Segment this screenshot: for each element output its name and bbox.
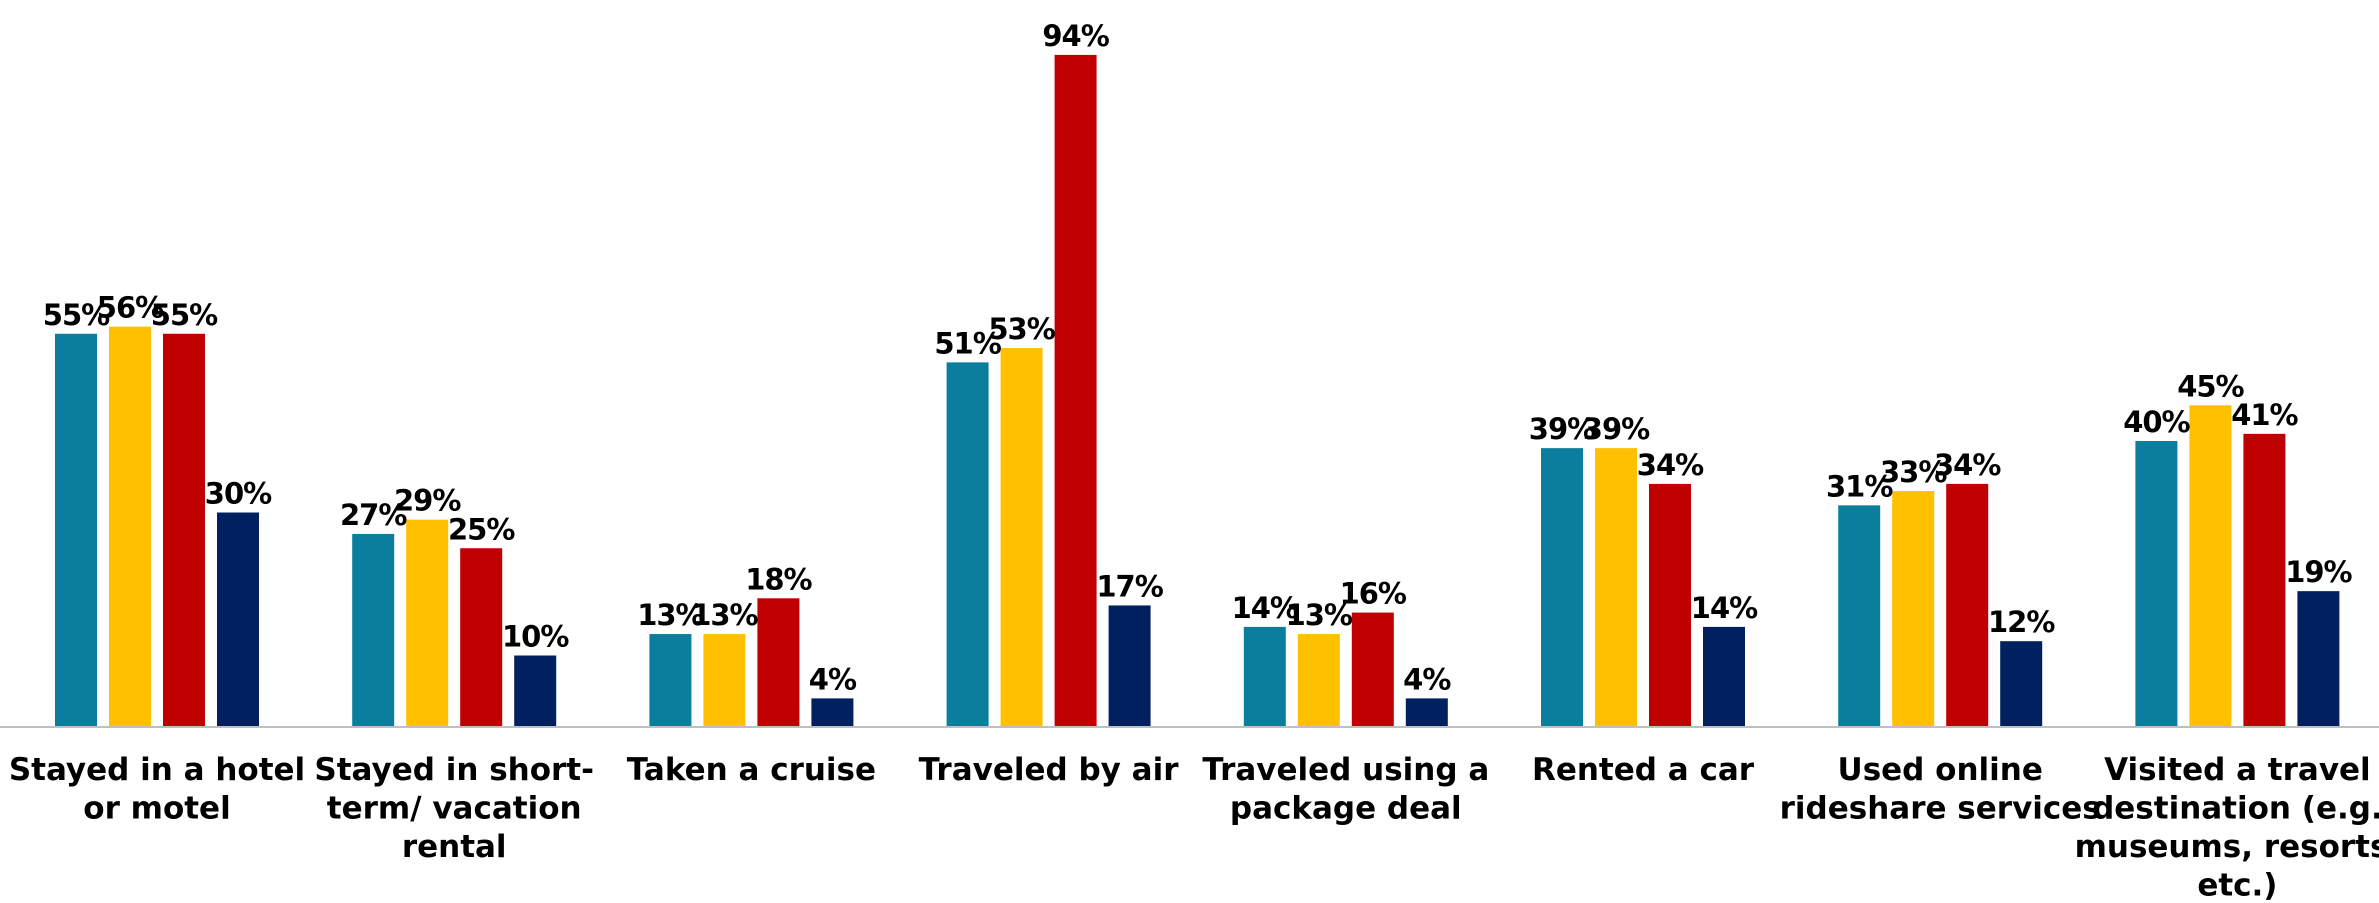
data-label-1-2: 25% [448,512,515,546]
bar-7-0 [2135,441,2178,727]
data-label-2-2: 18% [745,562,812,596]
category-label-6: Used online rideshare services [1780,752,2101,827]
bar-5-0 [1541,448,1583,727]
bar-4-1 [1297,634,1340,727]
category-label-line: Traveled using a [1202,752,1489,788]
bar-5-2 [1649,483,1691,727]
bar-1-2 [460,548,503,727]
data-label-6-2: 34% [1934,448,2001,482]
bar-0-1 [109,326,151,727]
data-label-1-3: 10% [502,620,569,654]
category-label-line: museums, resorts, [2075,829,2379,865]
data-label-7-2: 41% [2231,398,2298,432]
bar-3-2 [1054,54,1097,727]
category-label-line: Visited a travel [2104,752,2371,788]
category-label-7: Visited a travel destination (e.g. museums… [2075,752,2379,903]
data-label-7-0: 40% [2123,405,2190,439]
category-label-line: etc.) [2197,868,2277,903]
category-label-4: Traveled using a package deal [1202,752,1489,827]
bar-6-1 [1892,491,1935,727]
data-label-4-2: 16% [1340,577,1407,611]
category-label-line: Stayed in short- [314,752,594,788]
bar-2-3 [811,698,854,727]
bar-3-3 [1108,605,1151,727]
data-label-2-3: 4% [809,662,857,696]
bar-3-1 [1000,348,1043,727]
category-label-line: Traveled by air [919,752,1180,788]
category-label-line: Taken a cruise [627,752,876,788]
bar-1-0 [352,533,395,727]
bar-2-1 [703,634,746,727]
bar-5-3 [1703,626,1745,727]
data-label-2-1: 13% [691,598,758,632]
data-label-1-0: 27% [340,498,407,532]
category-label-3: Traveled by air [919,752,1180,788]
bar-2-0 [649,634,692,727]
data-label-3-3: 17% [1096,569,1163,603]
data-label-6-1: 33% [1880,455,1947,489]
data-label-2-0: 13% [637,598,704,632]
bar-1-1 [406,519,449,727]
data-label-5-0: 39% [1529,412,1596,446]
bar-0-0 [55,333,97,727]
bar-6-2 [1946,483,1989,727]
data-label-0-3: 30% [205,477,272,511]
data-label-6-0: 31% [1826,469,1893,503]
data-label-4-0: 14% [1232,591,1299,625]
data-label-5-2: 34% [1637,448,1704,482]
bar-6-0 [1838,505,1881,727]
category-label-line: rideshare services [1780,791,2101,827]
category-label-0: Stayed in a hotel or motel [9,752,305,827]
bar-4-0 [1243,626,1286,727]
bar-5-1 [1595,448,1637,727]
bar-1-3 [514,655,557,727]
data-label-5-3: 14% [1691,591,1758,625]
category-label-line: rental [402,829,507,865]
value-labels-layer: 55%56%55%30%27%29%25%10%13%13%18%4%51%53… [43,19,2354,697]
bar-3-0 [946,362,989,727]
data-label-1-1: 29% [394,484,461,518]
data-label-0-2: 55% [151,298,218,332]
category-label-line: package deal [1230,791,1462,827]
data-label-4-3: 4% [1403,662,1451,696]
data-label-4-1: 13% [1286,598,1353,632]
data-label-3-1: 53% [988,312,1055,346]
data-label-3-0: 51% [934,326,1001,360]
bar-7-1 [2189,405,2232,727]
category-label-line: Rented a car [1532,752,1755,788]
bar-7-3 [2297,591,2340,727]
data-label-7-3: 19% [2285,555,2352,589]
category-label-line: term/ vacation [327,791,582,827]
bar-0-2 [163,333,205,727]
category-label-5: Rented a car [1532,752,1755,788]
bar-4-3 [1405,698,1448,727]
bar-6-3 [2000,641,2043,727]
category-label-1: Stayed in short-term/ vacation rental [314,752,594,865]
data-label-3-2: 94% [1042,19,1109,53]
data-label-7-1: 45% [2177,369,2244,403]
category-label-line: destination (e.g. [2092,791,2379,827]
category-label-2: Taken a cruise [627,752,876,788]
bar-2-2 [757,598,800,727]
bars-layer [55,54,2340,727]
data-label-0-1: 56% [97,291,164,325]
category-label-line: or motel [83,791,230,827]
data-label-5-1: 39% [1583,412,1650,446]
bar-7-2 [2243,433,2286,727]
bar-4-2 [1351,612,1394,727]
data-label-0-0: 55% [43,298,110,332]
category-label-line: Stayed in a hotel [9,752,305,788]
category-label-line: Used online [1838,752,2043,788]
data-label-6-3: 12% [1988,605,2055,639]
bar-0-3 [217,512,259,727]
